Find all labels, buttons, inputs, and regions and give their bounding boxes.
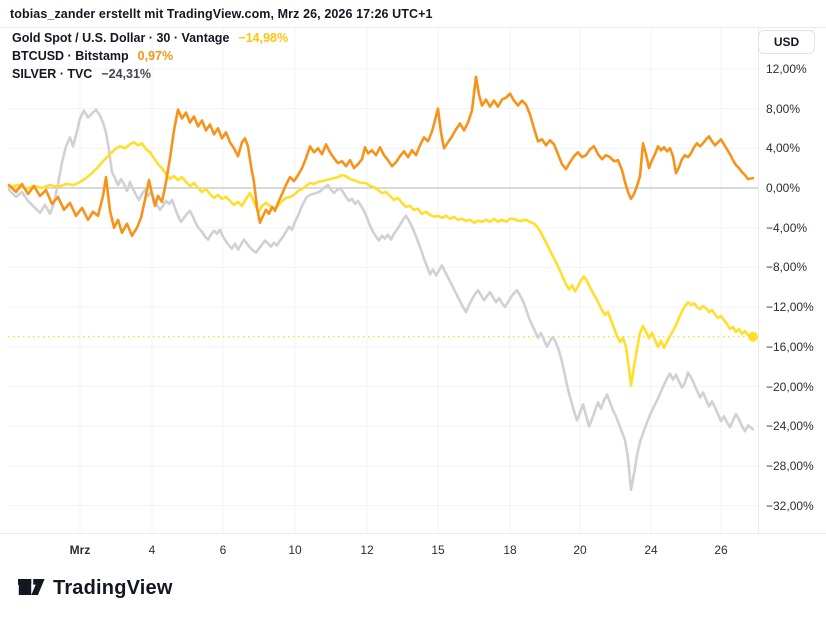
legend-symbol-silver: SILVER · TVC bbox=[12, 67, 93, 81]
time-axis[interactable]: Mrz 4 6 10 12 15 18 20 24 26 bbox=[0, 540, 826, 560]
attribution-text: tobias_zander erstellt mit TradingView.c… bbox=[10, 7, 433, 21]
price-axis-label: 4,00% bbox=[766, 141, 801, 156]
price-axis-separator bbox=[758, 27, 759, 533]
price-axis-label: 0,00% bbox=[766, 181, 801, 195]
time-axis-label: 26 bbox=[714, 543, 728, 557]
price-axis-label: −32,00% bbox=[766, 498, 814, 513]
legend-symbol-gold: Gold Spot / U.S. Dollar · 30 · Vantage bbox=[12, 31, 230, 45]
legend-change-gold: −14,98% bbox=[238, 31, 289, 45]
legend-item-silver[interactable]: SILVER · TVC −24,31% bbox=[12, 67, 288, 81]
time-axis-label: 12 bbox=[360, 543, 374, 557]
price-axis-label: −8,00% bbox=[766, 260, 808, 275]
time-axis-separator bbox=[0, 533, 826, 534]
legend-item-gold[interactable]: Gold Spot / U.S. Dollar · 30 · Vantage −… bbox=[12, 31, 288, 45]
time-axis-label: 20 bbox=[573, 543, 587, 557]
time-axis-label: 10 bbox=[288, 543, 302, 557]
price-axis-label: −20,00% bbox=[766, 379, 814, 394]
price-axis-label: −28,00% bbox=[766, 458, 814, 473]
legend-change-btcusd: 0,97% bbox=[137, 49, 174, 63]
price-axis-label: −4,00% bbox=[766, 220, 808, 235]
brand-wordmark: TradingView bbox=[53, 577, 173, 599]
series-end-dot bbox=[748, 331, 758, 342]
legend: Gold Spot / U.S. Dollar · 30 · Vantage −… bbox=[12, 31, 288, 81]
price-axis-label: 8,00% bbox=[766, 101, 801, 116]
price-axis-label: −24,00% bbox=[766, 419, 814, 434]
time-axis-label: 24 bbox=[644, 543, 658, 557]
chart-top-separator bbox=[0, 27, 826, 28]
price-axis[interactable]: 12,00% 8,00% 4,00% 0,00% −4,00% −8,00% −12,00%… bbox=[766, 0, 826, 533]
time-axis-label: 18 bbox=[503, 543, 517, 557]
series-line-btcusd bbox=[7, 75, 755, 237]
legend-symbol-btcusd: BTCUSD · Bitstamp bbox=[12, 49, 129, 63]
legend-item-btcusd[interactable]: BTCUSD · Bitstamp 0,97% bbox=[12, 49, 288, 63]
currency-button[interactable]: USD bbox=[758, 30, 815, 54]
time-axis-label: 6 bbox=[219, 543, 227, 557]
time-axis-label: Mrz bbox=[69, 543, 91, 557]
time-axis-label: 4 bbox=[148, 543, 156, 557]
series-line-gold-spot-u-s-dollar bbox=[7, 141, 755, 387]
price-axis-label: −12,00% bbox=[766, 300, 814, 315]
price-axis-label: −16,00% bbox=[766, 339, 814, 354]
legend-change-silver: −24,31% bbox=[101, 67, 152, 81]
tradingview-branding[interactable]: TradingView bbox=[18, 577, 173, 600]
series-line-silver bbox=[7, 108, 755, 492]
time-axis-label: 15 bbox=[431, 543, 445, 557]
price-axis-label: 12,00% bbox=[766, 61, 807, 76]
tradingview-logo-icon bbox=[18, 578, 45, 595]
